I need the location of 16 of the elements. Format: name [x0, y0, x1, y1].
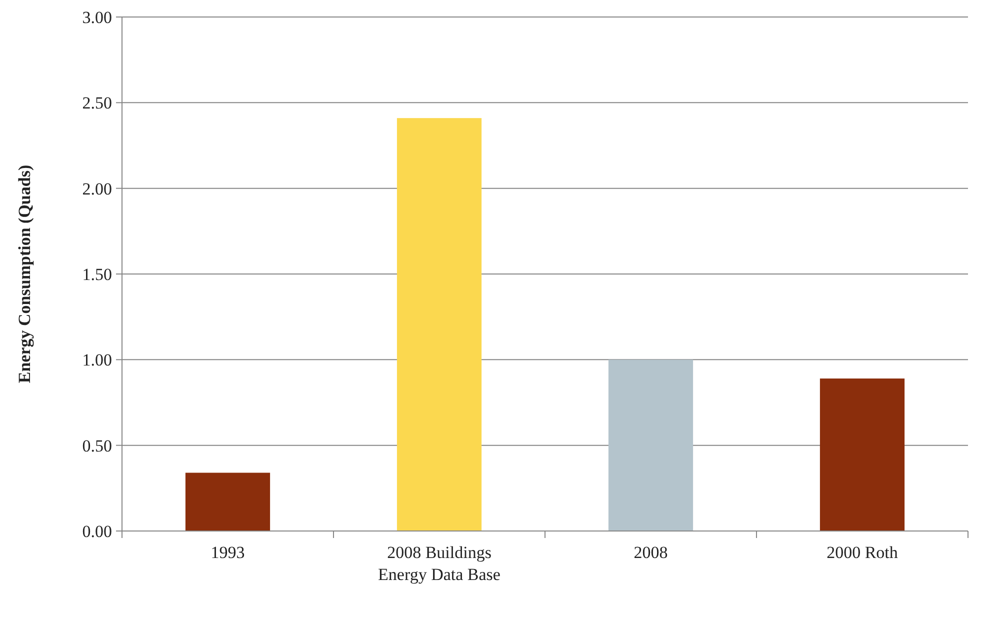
y-tick-label: 1.00: [82, 350, 112, 370]
x-tick-label: 1993: [210, 543, 245, 562]
y-tick-label: 1.50: [82, 264, 112, 284]
x-tick-label: 2008 Buildings Energy Data Base: [378, 543, 500, 584]
bar: [396, 118, 482, 531]
x-tick-label: 2000 Roth: [826, 543, 898, 562]
y-axis-title: Energy Consumption (Quads): [14, 164, 34, 384]
bar: [608, 360, 694, 531]
bar: [185, 472, 270, 531]
y-tick-label: 2.00: [82, 179, 112, 198]
bar: [820, 378, 905, 531]
y-tick-label: 0.50: [82, 436, 112, 456]
y-tick-label: 0.00: [82, 522, 112, 541]
y-tick-label: 2.50: [82, 94, 112, 113]
x-tick-label: 2008: [634, 543, 668, 562]
y-tick-label: 3.00: [82, 8, 112, 27]
